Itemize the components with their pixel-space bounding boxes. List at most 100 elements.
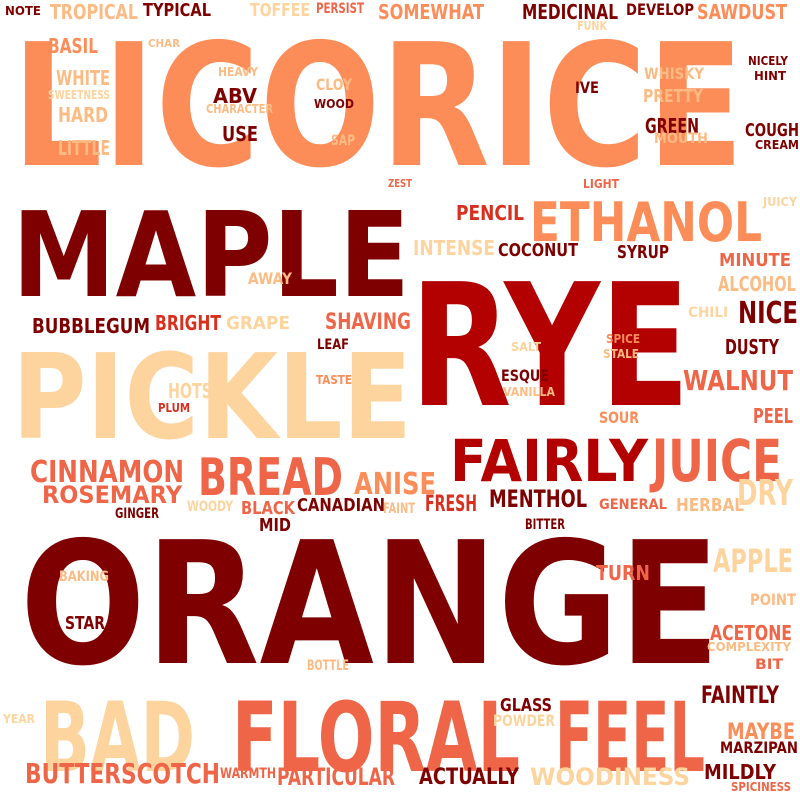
word-canadian: CANADIAN <box>297 495 385 516</box>
word-marzipan: MARZIPAN <box>720 738 798 757</box>
word-whisky: WHISKY <box>644 64 704 83</box>
word-funk: FUNK <box>577 19 607 33</box>
word-maple: MAPLE <box>12 186 410 324</box>
word-light: LIGHT <box>583 177 619 191</box>
word-licorice: LICORICE <box>12 8 744 206</box>
word-bitter: BITTER <box>525 517 565 533</box>
word-acetone: ACETONE <box>710 621 792 645</box>
word-mid: MID <box>259 515 291 536</box>
word-toffee: TOFFEE <box>250 0 310 21</box>
word-minute: MINUTE <box>719 250 791 271</box>
word-bright: BRIGHT <box>155 311 221 335</box>
word-general: GENERAL <box>599 497 667 513</box>
word-faint: FAINT <box>383 501 415 517</box>
word-hard: HARD <box>58 103 108 127</box>
word-vanilla: VANILLA <box>503 385 555 399</box>
word-cloy: CLOY <box>316 75 352 94</box>
word-maybe: MAYBE <box>727 720 795 745</box>
word-green: GREEN <box>645 114 699 138</box>
word-hint: HINT <box>754 69 786 83</box>
word-syrup: SYRUP <box>617 242 669 263</box>
word-cream: CREAM <box>755 138 799 152</box>
word-sweetness: SWEETNESS <box>48 88 110 102</box>
word-rosemary: ROSEMARY <box>42 481 182 509</box>
word-plum: PLUM <box>158 401 190 415</box>
word-ginger: GINGER <box>115 506 159 522</box>
word-star: STAR <box>65 613 105 634</box>
word-bubblegum: BUBBLEGUM <box>32 314 150 338</box>
word-actually: ACTUALLY <box>419 765 519 790</box>
word-powder: POWDER <box>493 711 555 730</box>
word-salt: SALT <box>511 340 541 354</box>
word-pretty: PRETTY <box>643 86 703 107</box>
word-grape: GRAPE <box>226 313 290 334</box>
word-baking: BAKING <box>59 569 109 585</box>
word-coconut: COCONUT <box>498 240 578 261</box>
word-bread: BREAD <box>198 448 343 508</box>
word-woody: WOODY <box>187 499 233 515</box>
word-juice: JUICE <box>652 427 782 495</box>
word-char: CHAR <box>148 37 180 50</box>
word-little: LITTLE <box>58 136 110 160</box>
word-faintly: FAINTLY <box>701 681 779 709</box>
word-sawdust: SAWDUST <box>697 0 787 24</box>
word-warmth: WARMTH <box>220 766 276 782</box>
word-mouth: MOUTH <box>654 131 708 147</box>
word-wood: WOOD <box>314 97 354 111</box>
word-mildly: MILDLY <box>704 760 776 784</box>
word-persist: PERSIST <box>316 1 364 17</box>
word-menthol: MENTHOL <box>489 485 587 513</box>
word-develop: DEVELOP <box>626 0 694 19</box>
word-esque: ESQUE <box>501 366 549 385</box>
word-tropical: TROPICAL <box>50 0 138 24</box>
word-feel: FEEL <box>555 682 705 794</box>
word-pencil: PENCIL <box>456 201 524 225</box>
word-character: CHARACTER <box>206 102 273 116</box>
word-rye: RYE <box>410 248 690 446</box>
word-walnut: WALNUT <box>683 364 793 397</box>
word-turn: TURN <box>596 561 650 585</box>
word-black: BLACK <box>241 498 295 519</box>
word-leaf: LEAF <box>317 337 349 353</box>
word-use: USE <box>222 122 258 146</box>
word-floral: FLORAL <box>232 682 520 794</box>
word-ethanol: ETHANOL <box>530 191 762 254</box>
word-glass: GLASS <box>500 695 552 716</box>
word-point: POINT <box>750 590 796 609</box>
word-herbal: HERBAL <box>676 495 744 516</box>
word-heavy: HEAVY <box>218 65 258 79</box>
word-spiciness: SPICINESS <box>731 780 791 794</box>
word-zest: ZEST <box>388 177 412 190</box>
word-year: YEAR <box>3 712 35 726</box>
word-shaving: SHAVING <box>325 310 411 335</box>
word-note: NOTE <box>5 4 41 18</box>
word-butterscotch: BUTTERSCOTCH <box>25 757 220 790</box>
word-sap: SAP <box>331 133 355 149</box>
word-anise: ANISE <box>354 467 436 502</box>
word-medicinal: MEDICINAL <box>522 0 618 24</box>
word-woodiness: WOODINESS <box>530 763 690 791</box>
word-chili: CHILI <box>688 305 728 321</box>
word-juicy: JUICY <box>763 195 797 209</box>
word-peel: PEEL <box>753 404 793 428</box>
word-hots: HOTS <box>168 379 212 403</box>
word-orange: ORANGE <box>20 506 720 704</box>
word-fresh: FRESH <box>425 492 477 517</box>
word-spice: SPICE <box>606 332 640 346</box>
word-dry: DRY <box>737 473 793 514</box>
word-pickle: PICKLE <box>12 328 412 466</box>
word-taste: TASTE <box>316 373 352 387</box>
word-abv: ABV <box>213 84 257 108</box>
word-cough: COUGH <box>745 120 799 141</box>
word-nicely: NICELY <box>748 54 788 68</box>
word-nice: NICE <box>738 296 798 331</box>
word-away: AWAY <box>248 269 292 288</box>
word-ive: IVE <box>575 78 599 97</box>
word-dusty: DUSTY <box>725 335 779 359</box>
word-intense: INTENSE <box>413 236 495 260</box>
word-white: WHITE <box>56 66 110 90</box>
word-bottle: BOTTLE <box>307 658 349 674</box>
word-apple: APPLE <box>713 542 793 580</box>
word-stale: STALE <box>603 347 639 361</box>
